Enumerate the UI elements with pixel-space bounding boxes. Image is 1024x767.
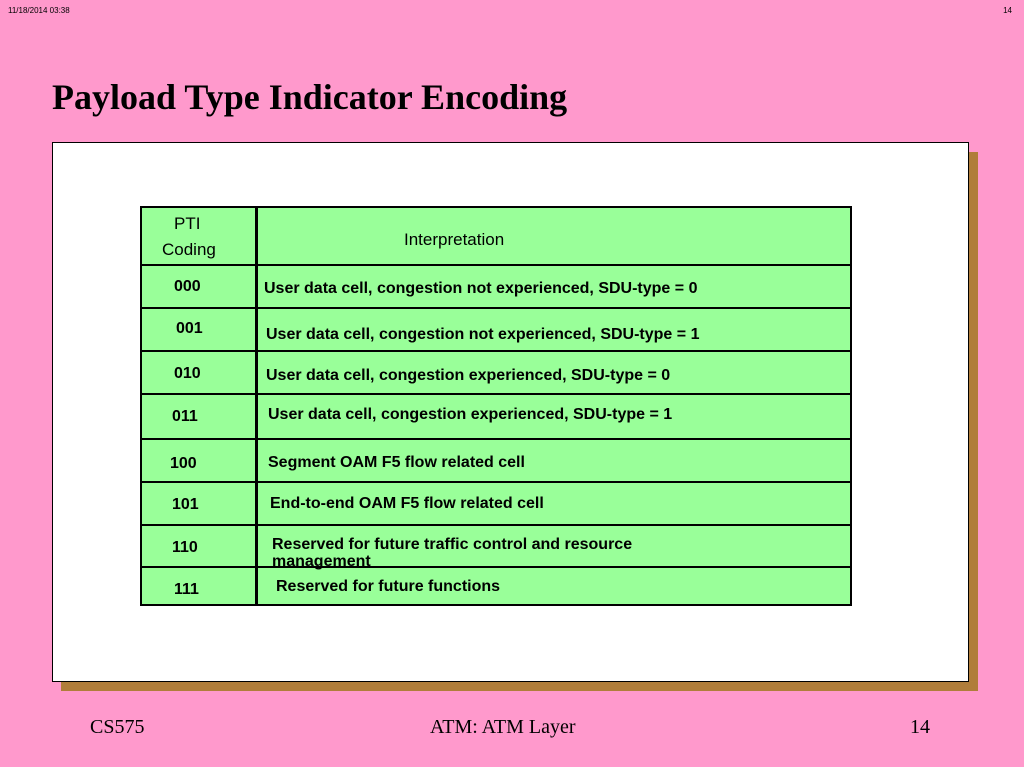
header-coding: Coding [162,240,216,259]
slide-page-number-top: 14 [1003,6,1012,15]
slide-title: Payload Type Indicator Encoding [52,77,568,117]
header-interpretation: Interpretation [404,230,505,249]
pti-interpretation: User data cell, congestion not experienc… [264,280,698,297]
pti-code: 011 [172,408,198,425]
pti-encoding-table: PTI Coding Interpretation 000 User data … [140,206,852,606]
header-pti: PTI [174,214,201,233]
pti-code: 100 [170,455,197,472]
pti-code: 001 [176,320,203,337]
column-divider [255,208,258,604]
pti-code: 101 [172,496,199,513]
pti-code: 000 [174,278,201,295]
row-divider [142,438,850,440]
pti-interpretation: Reserved for future traffic control and … [272,536,633,570]
pti-interpretation: End-to-end OAM F5 flow related cell [270,495,544,512]
row-divider [142,350,850,352]
pti-interpretation: User data cell, congestion experienced, … [266,367,671,384]
row-divider [142,307,850,309]
pti-interpretation: User data cell, congestion experienced, … [268,406,673,423]
pti-code: 010 [174,365,201,382]
footer-page-number: 14 [910,716,930,738]
pti-interpretation: Segment OAM F5 flow related cell [268,454,525,471]
pti-code: 111 [174,581,199,598]
row-divider [142,393,850,395]
row-divider [142,566,850,568]
row-divider [142,481,850,483]
footer-topic: ATM: ATM Layer [430,716,576,738]
row-divider [142,264,850,266]
pti-interpretation: Reserved for future functions [276,578,501,595]
row-divider [142,524,850,526]
pti-code: 110 [172,539,198,556]
slide-date: 11/18/2014 03:38 [8,6,70,15]
footer-course: CS575 [90,716,145,738]
pti-interpretation: User data cell, congestion not experienc… [266,326,700,343]
